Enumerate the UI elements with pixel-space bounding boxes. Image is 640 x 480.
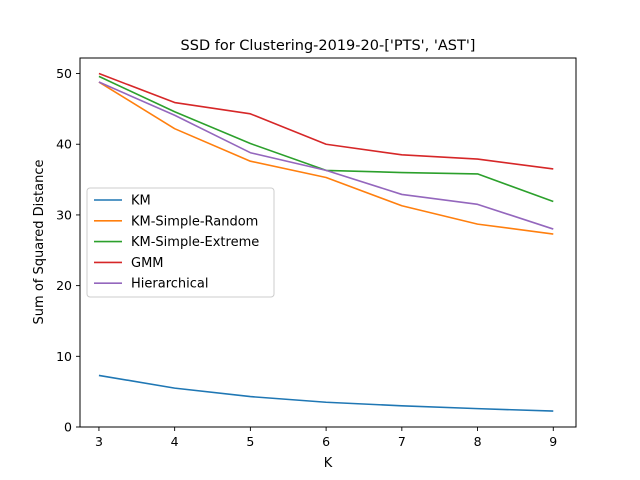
legend-label-1: KM-Simple-Random xyxy=(131,214,258,229)
y-tick-label: 0 xyxy=(64,420,72,435)
plot-area-frame xyxy=(79,57,577,428)
legend-label-0: KM xyxy=(131,194,151,209)
series-layer xyxy=(98,72,554,412)
y-axis: 0 10 20 30 40 50 xyxy=(56,66,80,435)
x-axis-label: K xyxy=(324,456,333,471)
chart-title: SSD for Clustering-2019-20-['PTS', 'AST'… xyxy=(181,38,476,54)
y-tick-label: 40 xyxy=(56,137,72,152)
y-tick-label: 50 xyxy=(56,66,72,81)
legend: KM KM-Simple-Random KM-Simple-Extreme GMM Hi… xyxy=(86,187,275,298)
x-axis: 3 4 5 6 7 8 9 xyxy=(95,427,557,449)
x-tick-label: 9 xyxy=(549,434,557,449)
series-line-3 xyxy=(98,72,554,170)
y-tick-label: 20 xyxy=(56,278,72,293)
legend-label-3: GMM xyxy=(131,256,164,271)
x-tick-label: 8 xyxy=(474,434,482,449)
y-axis-label: Sum of Squared Distance xyxy=(32,160,47,325)
legend-label-2: KM-Simple-Extreme xyxy=(131,235,259,250)
series-line-4 xyxy=(98,81,554,230)
legend-box xyxy=(86,187,275,298)
y-tick-label: 10 xyxy=(56,349,72,364)
x-tick-label: 3 xyxy=(95,434,103,449)
x-tick-label: 5 xyxy=(246,434,254,449)
x-tick-label: 6 xyxy=(322,434,330,449)
legend-label-4: Hierarchical xyxy=(131,277,208,292)
series-line-1 xyxy=(98,81,554,235)
x-tick-label: 7 xyxy=(398,434,406,449)
series-line-0 xyxy=(98,374,554,412)
y-tick-label: 30 xyxy=(56,207,72,222)
x-tick-label: 4 xyxy=(171,434,179,449)
